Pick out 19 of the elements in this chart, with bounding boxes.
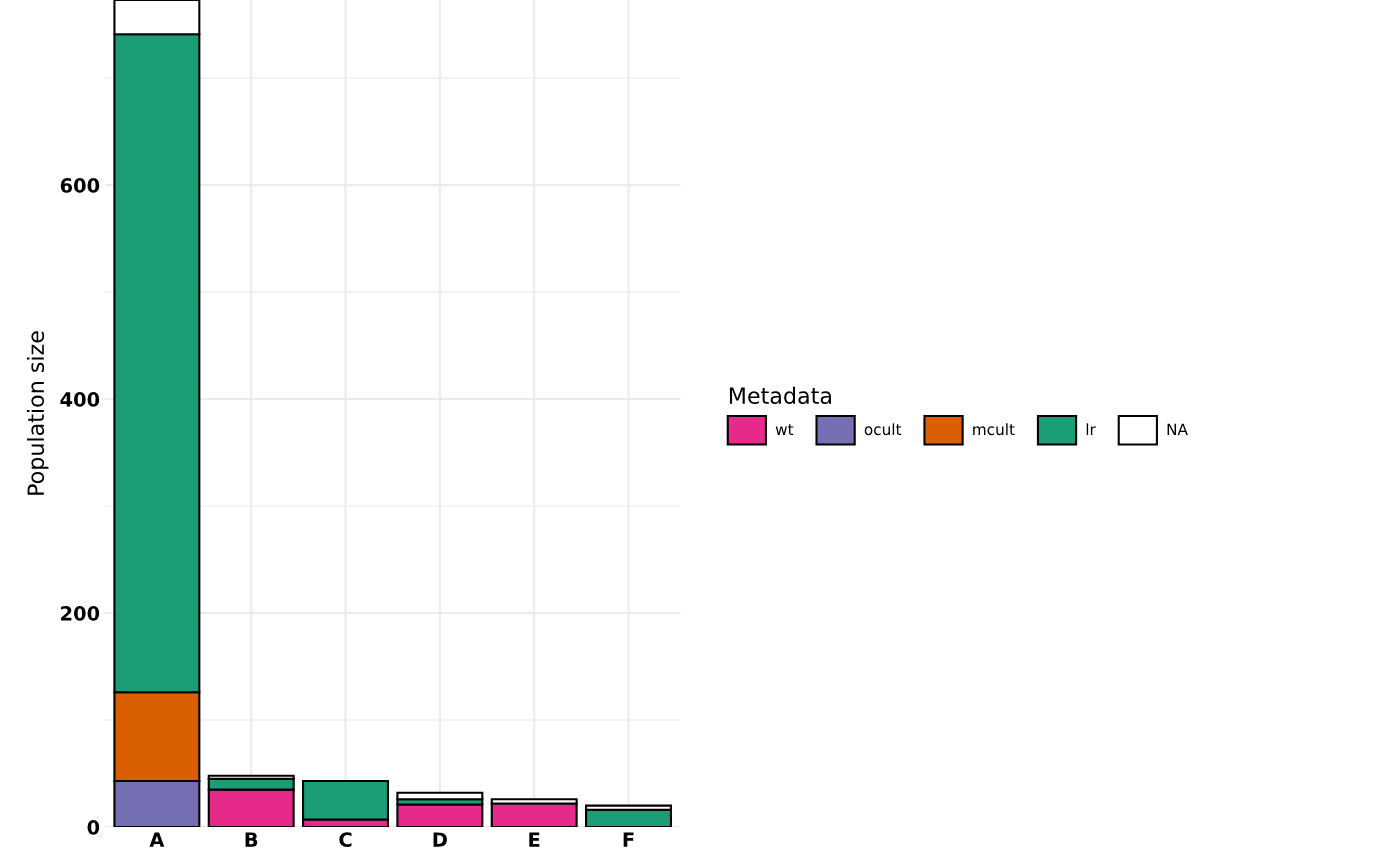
legend-label: ocult	[864, 423, 902, 436]
bar	[396, 803, 484, 828]
y-axis-title: Population size	[26, 331, 49, 495]
legend-label: mcult	[973, 423, 1015, 436]
x-tick-label: A	[149, 832, 165, 847]
legend-label: NA	[1167, 423, 1188, 435]
legend-title: Metadata	[729, 386, 831, 405]
x-tick-label: C	[339, 832, 352, 847]
x-tick-label: B	[245, 832, 258, 847]
x-tick-label: E	[529, 832, 540, 847]
bar	[490, 802, 578, 828]
y-tick-label: 0	[87, 819, 100, 835]
y-tick-label: 400	[60, 392, 100, 407]
legend-label: wt	[775, 424, 794, 435]
legend-label: lr	[1086, 423, 1096, 435]
x-tick-label: F	[623, 832, 634, 847]
y-tick-label: 200	[61, 606, 100, 621]
y-tick-label: 600	[60, 178, 100, 193]
x-tick-label: D	[433, 832, 447, 847]
